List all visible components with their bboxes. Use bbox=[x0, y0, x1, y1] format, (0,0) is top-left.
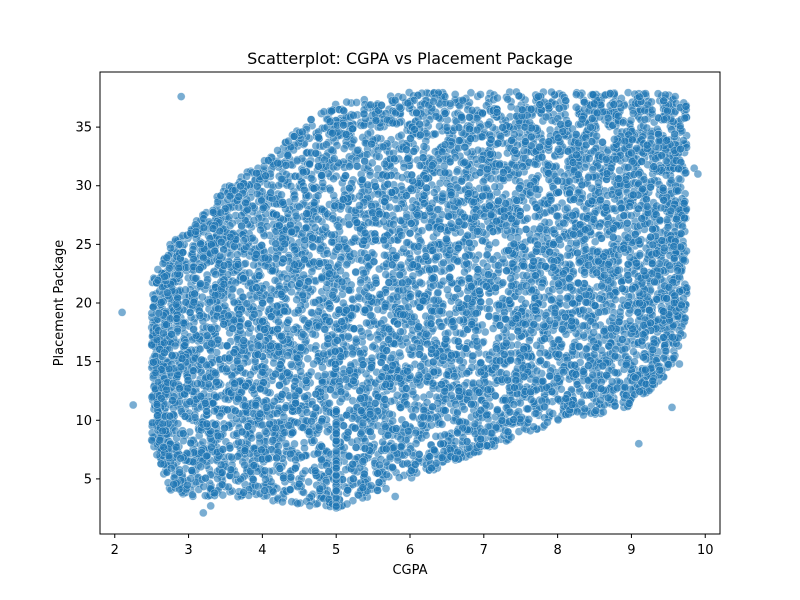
points-layer bbox=[117, 87, 703, 518]
data-point bbox=[653, 89, 663, 98]
data-point bbox=[173, 419, 183, 428]
data-point bbox=[393, 391, 402, 400]
data-point bbox=[431, 129, 440, 139]
data-point bbox=[344, 451, 354, 461]
data-point bbox=[522, 203, 531, 213]
data-point bbox=[431, 432, 441, 441]
data-point bbox=[419, 191, 429, 200]
data-point bbox=[435, 121, 444, 131]
data-point bbox=[543, 417, 552, 427]
data-point bbox=[313, 191, 323, 200]
data-point bbox=[450, 90, 460, 99]
data-point bbox=[629, 347, 638, 356]
data-point bbox=[571, 103, 581, 112]
data-point bbox=[290, 439, 299, 449]
data-point bbox=[375, 264, 384, 274]
data-point bbox=[503, 94, 513, 104]
data-point bbox=[476, 90, 485, 99]
data-point bbox=[491, 313, 501, 323]
chart-title: Scatterplot: CGPA vs Placement Package bbox=[247, 49, 573, 68]
data-point bbox=[307, 267, 317, 276]
data-point bbox=[381, 270, 391, 279]
